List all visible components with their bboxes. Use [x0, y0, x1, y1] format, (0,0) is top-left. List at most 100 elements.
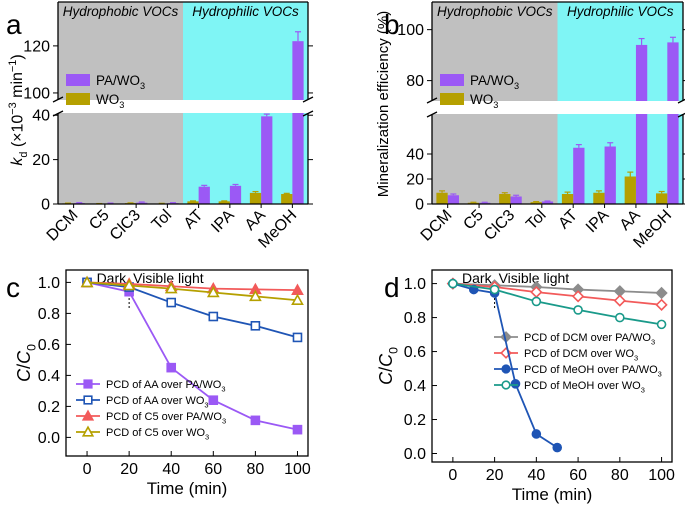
data-point: [489, 284, 500, 295]
data-point: [531, 296, 542, 307]
data-point: [166, 297, 177, 308]
legend-swatch: [66, 93, 90, 105]
panel-b: Hydrophobic VOCs Hydrophilic VOCs 0 20 40 80 1…: [375, 1, 685, 252]
y-tick-label: 0.6: [38, 337, 60, 354]
bar: [187, 201, 199, 204]
bar: [292, 41, 304, 205]
series-line: [86, 281, 298, 302]
legend-label: PCD of C5 over PA/WO3: [106, 411, 226, 425]
region-label: Hydrophobic VOCs: [63, 4, 179, 19]
legend-label: PA/WO3: [96, 73, 145, 91]
bar: [510, 196, 522, 204]
x-category-label: ClC3: [107, 207, 144, 244]
bar: [593, 192, 605, 204]
series-line: [452, 282, 662, 294]
data-point: [208, 311, 219, 322]
legend-label: PCD of DCM over PA/WO3: [524, 332, 655, 346]
bar: [499, 194, 511, 204]
break-mark: [426, 97, 438, 104]
legend-swatch: [66, 74, 90, 86]
y-tick-label: 0.0: [38, 430, 60, 447]
bar: [136, 202, 148, 204]
data-point: [573, 305, 583, 315]
bar: [604, 146, 616, 204]
x-tick-label: 60: [204, 461, 222, 478]
y-tick-label: 100: [397, 22, 424, 39]
data-point: [613, 294, 626, 307]
y-tick-label: 40: [406, 147, 424, 164]
x-category-label: AT: [181, 207, 207, 233]
data-point: [655, 298, 668, 311]
panel-c: 0 20 40 60 80 100 0.0 0.2 0.4 0.6 0.8 1.0 Time (min)…: [6, 269, 311, 498]
y-tick-label: 20: [32, 152, 50, 169]
x-category-label: Tol: [149, 207, 175, 233]
data-point: [208, 395, 219, 406]
y-axis-label: kd (×10−3 min−1): [7, 54, 30, 165]
legend-label: WO3: [96, 92, 124, 110]
y-tick-label: 1.0: [38, 275, 60, 292]
x-tick-label: 100: [284, 461, 311, 478]
x-tick-label: 40: [162, 461, 180, 478]
plot-frame: [431, 269, 673, 463]
legend-label: PCD of DCM over WO3: [524, 348, 638, 362]
panel-label: c: [6, 272, 20, 303]
y-tick-label: 1.0: [404, 276, 426, 293]
data-point: [510, 379, 521, 389]
series-line: [86, 281, 298, 339]
x-category-label: AT: [555, 207, 581, 233]
break-mark: [52, 96, 64, 103]
axis-break-gap: [431, 101, 684, 114]
data-point: [81, 425, 95, 437]
legend-label: PCD of AA over WO3: [106, 395, 209, 409]
bar: [667, 42, 679, 204]
y-tick-label: 0.0: [404, 446, 426, 463]
data-point: [81, 409, 95, 421]
bar: [281, 194, 293, 204]
x-category-label: ClC3: [481, 207, 518, 244]
data-point: [531, 429, 542, 439]
legend-label: PCD of AA over PA/WO3: [106, 379, 226, 393]
y-axis-label: C/C0: [14, 344, 38, 382]
x-tick-label: 80: [611, 467, 629, 484]
panel-a: Hydrophobic VOCs Hydrophilic VOCs 0 20 40 100…: [6, 1, 314, 252]
region-label: Hydrophilic VOCs: [192, 4, 299, 19]
y-tick-label: 0.4: [38, 368, 60, 385]
data-point: [656, 319, 667, 330]
annotation-visible-light: Visible light: [133, 270, 204, 286]
data-point: [164, 281, 178, 294]
data-point: [615, 312, 625, 323]
y-tick-label: 40: [32, 108, 50, 125]
y-tick-label: 0.8: [404, 310, 426, 327]
bar: [541, 201, 554, 204]
bar: [218, 201, 230, 204]
region-label: Hydrophilic VOCs: [567, 4, 674, 19]
data-point: [501, 364, 511, 374]
bar: [530, 202, 542, 204]
x-tick-label: 80: [246, 461, 264, 478]
y-axis-label: Mineralization efficiency (%): [375, 11, 392, 197]
bar: [249, 192, 262, 204]
y-tick-label: 100: [23, 85, 50, 102]
axis-break-gap: [57, 100, 309, 113]
legend-swatch: [440, 93, 464, 105]
x-category-label: IPA: [583, 207, 613, 237]
bar: [436, 192, 448, 204]
x-axis-label: Time (min): [512, 485, 593, 504]
legend-label: PCD of MeOH over WO3: [524, 380, 645, 394]
legend-label: PA/WO3: [470, 73, 519, 91]
data-point: [83, 395, 93, 405]
data-point: [292, 332, 303, 343]
legend-swatch: [440, 74, 464, 86]
legend-label: PCD of C5 over WO3: [106, 427, 209, 441]
bar: [573, 147, 585, 204]
data-point: [571, 290, 585, 303]
y-tick-label: 20: [406, 172, 424, 189]
x-tick-label: 60: [569, 467, 587, 484]
bar: [624, 176, 636, 204]
x-tick-label: 0: [83, 461, 92, 478]
break-mark: [677, 112, 685, 118]
data-point: [552, 442, 563, 453]
y-tick-label: 0.4: [404, 378, 426, 395]
x-tick-label: 20: [120, 461, 138, 478]
